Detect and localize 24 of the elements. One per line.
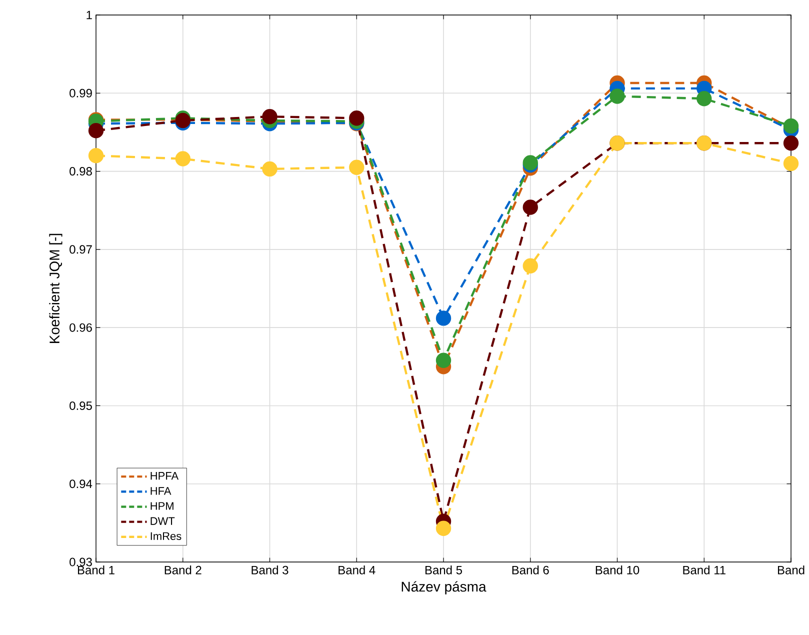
legend-label: HFA <box>150 487 172 495</box>
y-tick-label: 0.94 <box>70 480 92 488</box>
y-axis-title: Koeficient JQM [-] <box>49 234 62 343</box>
x-tick-label: Band 4 <box>338 566 376 574</box>
y-tick-label: 0.96 <box>70 323 92 332</box>
x-tick-label: Band 3 <box>252 566 288 574</box>
legend-label: HPFA <box>150 472 179 480</box>
x-axis-title: Název pásma <box>402 581 486 594</box>
x-tick-label: Band 10 <box>596 566 640 574</box>
y-tick-label: 1 <box>86 10 92 20</box>
x-tick-label: Band 1 <box>78 566 114 574</box>
y-tick-label: 0.97 <box>70 245 92 254</box>
x-tick-label: Band 6 <box>512 566 549 574</box>
x-tick-label: Band 11 <box>683 566 726 574</box>
y-tick-label: 0.93 <box>70 558 92 566</box>
x-tick-label: Band 2 <box>164 566 202 574</box>
y-tick-label: 0.95 <box>70 401 92 410</box>
y-tick-label: 0.98 <box>70 167 92 176</box>
y-tick-label: 0.99 <box>70 88 92 98</box>
x-tick-label: Band 5 <box>425 566 462 574</box>
x-tick-label: Band <box>778 566 804 574</box>
legend-label: ImRes <box>150 532 182 540</box>
legend-label: HPM <box>150 502 174 510</box>
legend-label: DWT <box>150 517 175 525</box>
